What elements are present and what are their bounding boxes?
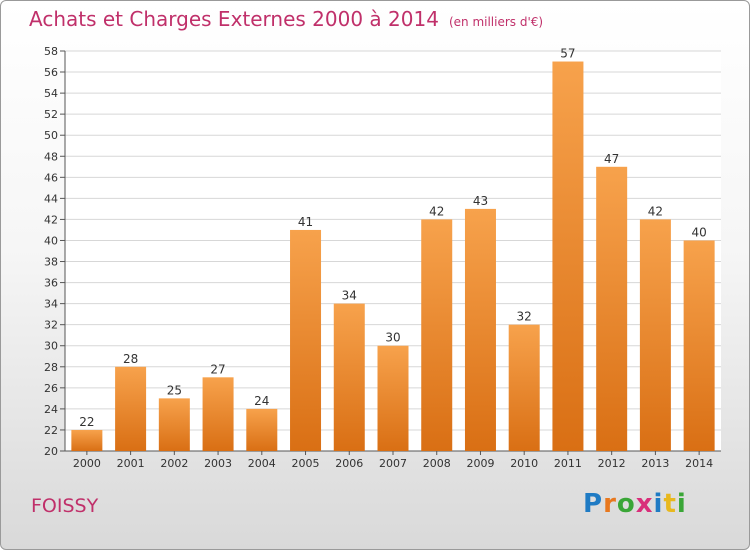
- bar-value-label: 32: [517, 310, 532, 324]
- x-tick-label: 2001: [117, 457, 145, 470]
- y-tick-label: 52: [44, 108, 58, 121]
- x-tick-label: 2008: [423, 457, 451, 470]
- logo-letter: i: [676, 489, 687, 519]
- bar: [464, 208, 496, 451]
- bar: [158, 398, 190, 451]
- y-tick-label: 24: [44, 403, 58, 416]
- logo-letter: x: [635, 489, 654, 519]
- bar-value-label: 34: [342, 289, 357, 303]
- y-tick-label: 46: [44, 171, 58, 184]
- x-tick-label: 2011: [554, 457, 582, 470]
- logo-letter: r: [603, 489, 617, 519]
- chart-title: Achats et Charges Externes 2000 à 2014 (e…: [29, 7, 543, 31]
- town-name: FOISSY: [31, 495, 99, 517]
- x-tick-label: 2002: [160, 457, 188, 470]
- bar: [508, 324, 540, 451]
- x-tick-label: 2013: [641, 457, 669, 470]
- bar: [333, 303, 365, 451]
- bar-value-label: 57: [560, 47, 575, 61]
- bar: [596, 166, 628, 451]
- x-tick-label: 2012: [598, 457, 626, 470]
- bar: [683, 240, 715, 451]
- x-tick-label: 2007: [379, 457, 407, 470]
- y-tick-label: 56: [44, 66, 58, 79]
- y-tick-label: 30: [44, 340, 58, 353]
- bar-value-label: 24: [254, 394, 269, 408]
- bar: [202, 377, 234, 451]
- bar: [71, 429, 103, 451]
- x-tick-label: 2004: [248, 457, 276, 470]
- x-tick-label: 2014: [685, 457, 713, 470]
- bar-value-label: 42: [429, 204, 444, 218]
- y-tick-label: 58: [44, 45, 58, 58]
- bar: [115, 366, 147, 451]
- y-tick-label: 44: [44, 192, 58, 205]
- y-tick-label: 36: [44, 277, 58, 290]
- logo-letter: o: [616, 489, 636, 519]
- proxiti-logo: Proxiti: [583, 489, 687, 519]
- y-tick-label: 38: [44, 256, 58, 269]
- bar-value-label: 30: [385, 331, 400, 345]
- x-tick-label: 2010: [510, 457, 538, 470]
- bar-value-label: 27: [210, 362, 225, 376]
- y-tick-label: 42: [44, 213, 58, 226]
- bar: [552, 61, 584, 452]
- x-tick-label: 2006: [335, 457, 363, 470]
- bar-value-label: 43: [473, 194, 488, 208]
- bar-value-label: 22: [79, 415, 94, 429]
- x-tick-label: 2000: [73, 457, 101, 470]
- x-tick-label: 2009: [466, 457, 494, 470]
- bar: [246, 408, 278, 451]
- x-tick-label: 2003: [204, 457, 232, 470]
- y-tick-label: 32: [44, 319, 58, 332]
- bar-value-label: 40: [691, 225, 706, 239]
- bar: [377, 345, 409, 451]
- y-tick-label: 20: [44, 445, 58, 458]
- y-tick-label: 34: [44, 298, 58, 311]
- y-tick-label: 28: [44, 361, 58, 374]
- bar: [290, 229, 322, 451]
- y-tick-label: 26: [44, 382, 58, 395]
- bar-value-label: 41: [298, 215, 313, 229]
- y-tick-label: 22: [44, 424, 58, 437]
- chart-title-text: Achats et Charges Externes 2000 à 2014: [29, 7, 439, 31]
- logo-letter: t: [663, 489, 677, 519]
- bar-value-label: 47: [604, 152, 619, 166]
- logo-letter: P: [583, 489, 604, 519]
- bar: [639, 219, 671, 451]
- bar: [421, 219, 453, 451]
- y-tick-label: 54: [44, 87, 58, 100]
- bar-value-label: 25: [167, 383, 182, 397]
- chart-unit: (en milliers d'€): [448, 15, 544, 29]
- bar-value-label: 28: [123, 352, 138, 366]
- bar-value-label: 42: [648, 204, 663, 218]
- y-tick-label: 50: [44, 129, 58, 142]
- y-tick-label: 40: [44, 234, 58, 247]
- y-tick-label: 48: [44, 150, 58, 163]
- logo-letter: i: [653, 489, 664, 519]
- x-tick-label: 2005: [292, 457, 320, 470]
